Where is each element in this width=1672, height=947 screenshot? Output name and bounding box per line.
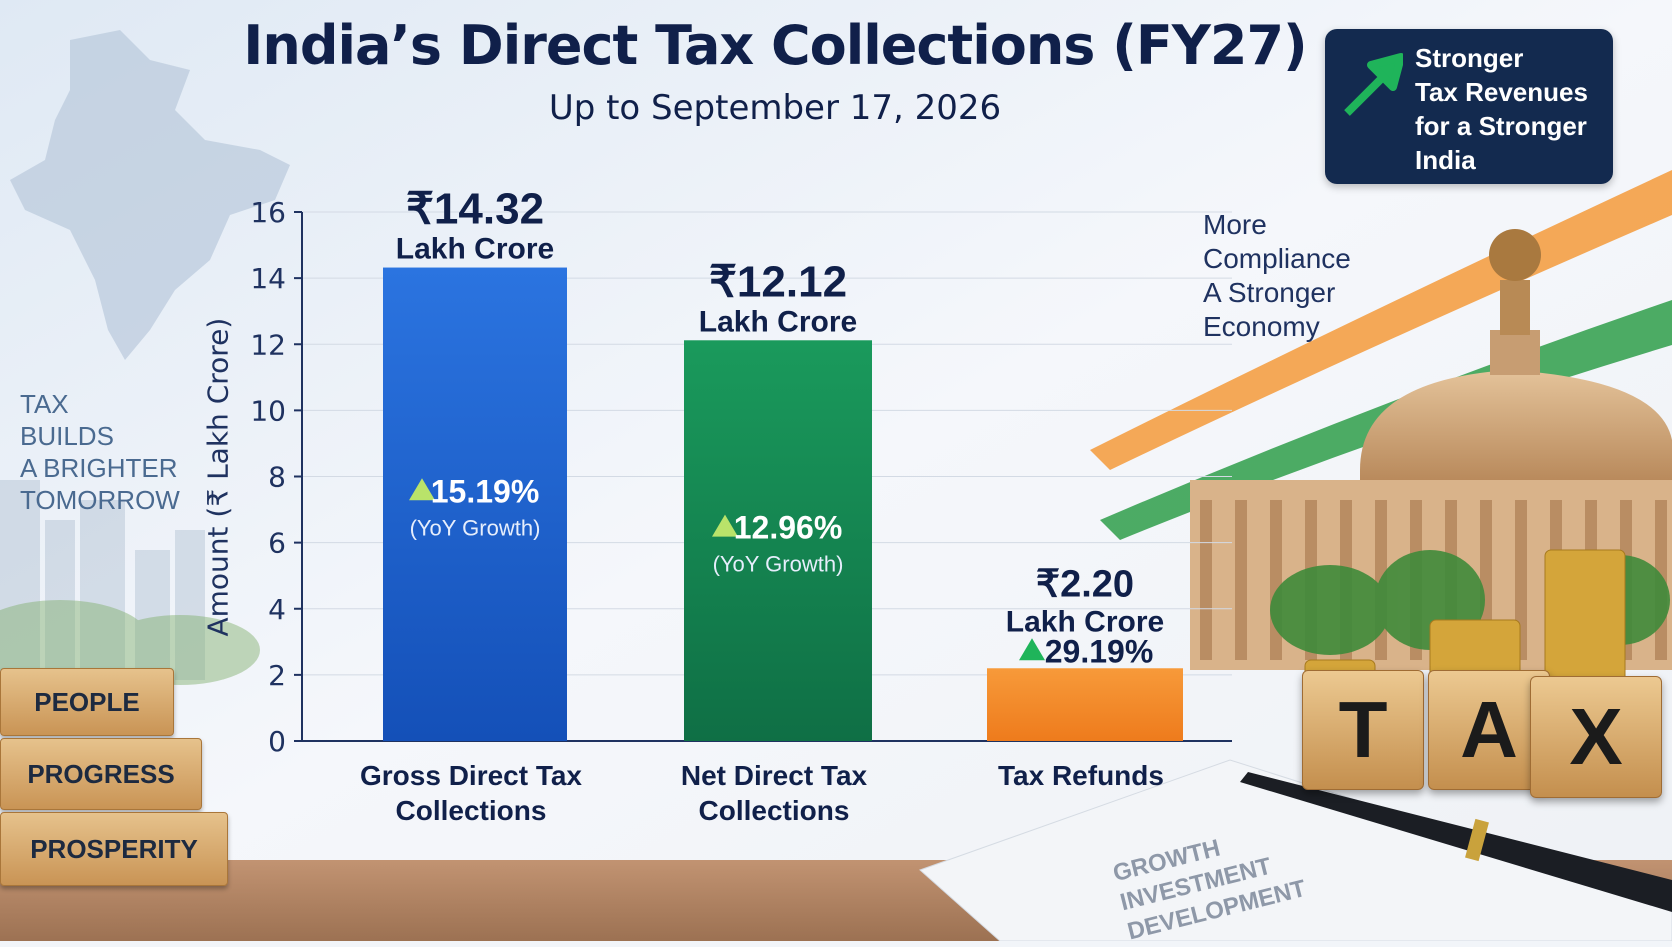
bar <box>987 668 1183 741</box>
growth-up-icon <box>1019 638 1045 661</box>
x-category-label: Collections <box>699 795 850 826</box>
growth-label: 15.19% <box>431 473 540 509</box>
india-map-icon <box>10 30 290 360</box>
growth-up-icon <box>712 514 738 537</box>
block-prosperity: PROSPERITY <box>0 812 228 886</box>
tagline-line: More <box>1203 209 1267 240</box>
x-category-label: Tax Refunds <box>998 760 1164 791</box>
growth-label: 29.19% <box>1045 633 1154 669</box>
y-tick-label: 2 <box>268 659 286 692</box>
x-category-label: Net Direct Tax <box>681 760 868 791</box>
tagline-line: Compliance <box>1203 243 1351 274</box>
chart-subtitle: Up to September 17, 2026 <box>548 88 1002 128</box>
bar-value-label: ₹12.12 <box>709 257 847 306</box>
bar-unit-label: Lakh Crore <box>699 305 857 338</box>
bar-unit-label: Lakh Crore <box>396 233 554 266</box>
growth-label: 12.96% <box>734 510 843 546</box>
badge-line: Stronger <box>1415 43 1524 73</box>
y-tick-label: 10 <box>250 394 286 427</box>
y-tick-label: 14 <box>250 262 286 295</box>
bar <box>383 267 567 741</box>
x-category-label: Collections <box>396 795 547 826</box>
y-tick-label: 0 <box>268 725 286 758</box>
tagline: More Compliance A Stronger Economy <box>1203 208 1351 344</box>
bar-value-label: ₹14.32 <box>406 185 544 234</box>
up-arrow-icon <box>1344 53 1403 116</box>
revenue-badge: Stronger Tax Revenues for a Stronger Ind… <box>1325 29 1613 184</box>
slogan-line: TAX <box>20 389 69 419</box>
slogan-line: BUILDS <box>20 421 114 451</box>
slogan-line: TOMORROW <box>20 485 180 515</box>
tax-cube-a: A <box>1428 670 1550 790</box>
slogan-line: A BRIGHTER <box>20 453 178 483</box>
y-tick-label: 6 <box>268 527 286 560</box>
y-tick-label: 8 <box>268 461 286 494</box>
bar-unit-label: Lakh Crore <box>1006 605 1164 638</box>
left-slogan: TAX BUILDS A BRIGHTER TOMORROW <box>20 388 180 516</box>
growth-note: (YoY Growth) <box>713 552 844 577</box>
badge-line: Tax Revenues <box>1415 77 1588 107</box>
tagline-line: A Stronger <box>1203 277 1336 308</box>
y-tick-label: 16 <box>250 196 286 229</box>
block-people: PEOPLE <box>0 668 174 736</box>
block-progress: PROGRESS <box>0 738 202 810</box>
tax-cube-t: T <box>1302 670 1424 790</box>
badge-line: India <box>1415 145 1476 175</box>
badge-text: Stronger Tax Revenues for a Stronger Ind… <box>1415 41 1605 177</box>
pen-icon <box>1240 772 1672 912</box>
y-tick-label: 4 <box>268 593 286 626</box>
growth-note: (YoY Growth) <box>410 515 541 540</box>
bar-value-label: ₹2.20 <box>1036 563 1134 605</box>
badge-line: for a Stronger <box>1415 111 1587 141</box>
bar <box>684 340 872 741</box>
tagline-line: Economy <box>1203 311 1320 342</box>
growth-up-icon <box>409 478 435 501</box>
tax-cube-x: X <box>1530 676 1662 798</box>
chart-title: India’s Direct Tax Collections (FY27) <box>243 14 1307 77</box>
y-tick-label: 12 <box>250 328 286 361</box>
x-category-label: Gross Direct Tax <box>360 760 582 791</box>
